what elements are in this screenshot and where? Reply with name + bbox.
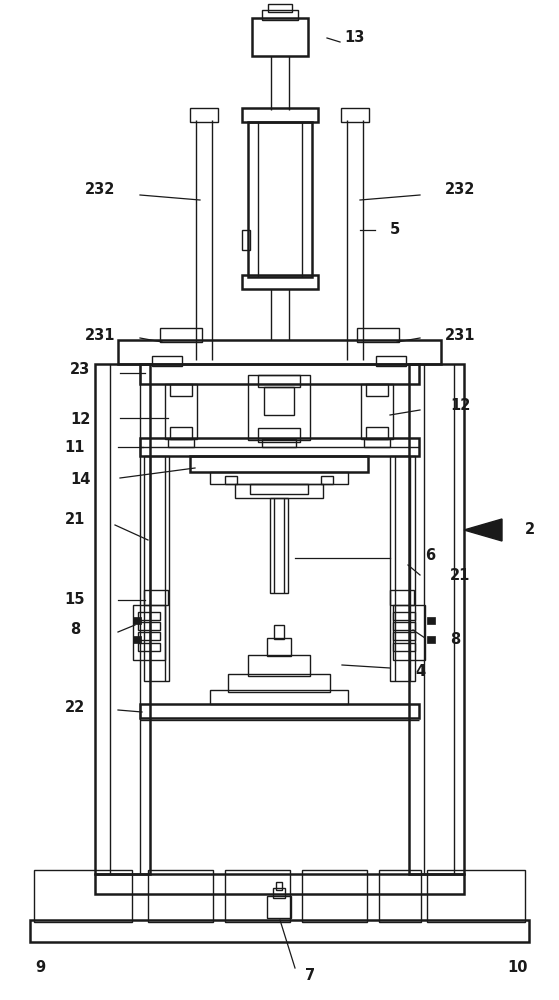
Bar (341, 108, 369, 122)
Text: 13: 13 (345, 30, 365, 45)
Bar (267, 638, 291, 656)
Text: 8: 8 (450, 633, 460, 648)
Text: 232: 232 (85, 182, 115, 198)
Bar (138, 612, 160, 620)
Bar (393, 643, 415, 651)
Bar (225, 870, 290, 922)
Polygon shape (464, 519, 502, 541)
Bar (170, 384, 192, 396)
Bar (95, 364, 150, 874)
Text: 15: 15 (65, 592, 86, 607)
Bar (144, 590, 168, 605)
Bar (366, 427, 388, 439)
Bar (242, 275, 318, 289)
Bar (274, 625, 284, 639)
Bar (357, 328, 399, 342)
Text: 12: 12 (70, 412, 90, 428)
Bar (118, 340, 441, 364)
Bar (148, 870, 213, 922)
Bar (170, 427, 192, 439)
Text: 5: 5 (390, 223, 400, 237)
Bar (276, 882, 282, 890)
Text: 23: 23 (70, 362, 90, 377)
Bar (248, 375, 310, 440)
Bar (427, 870, 525, 922)
Bar (190, 108, 218, 122)
Bar (264, 387, 294, 415)
Bar (30, 920, 529, 942)
Bar (140, 364, 419, 384)
Bar (140, 704, 419, 718)
Bar (210, 690, 348, 704)
Bar (140, 438, 419, 456)
Bar (250, 484, 308, 494)
Bar (268, 4, 292, 12)
Bar (376, 356, 406, 366)
Text: 22: 22 (65, 700, 85, 716)
Text: 11: 11 (65, 440, 86, 454)
Bar (235, 484, 323, 498)
Bar (258, 375, 300, 387)
Text: 4: 4 (415, 664, 425, 680)
Bar (95, 874, 464, 894)
Text: 14: 14 (70, 473, 90, 488)
Text: 9: 9 (35, 960, 45, 976)
Text: 231: 231 (445, 328, 475, 342)
Bar (34, 870, 132, 922)
Bar (138, 622, 160, 630)
Text: 6: 6 (425, 548, 435, 562)
Bar (210, 472, 348, 484)
Bar (133, 617, 141, 624)
Bar (152, 356, 182, 366)
Bar (228, 674, 330, 692)
Bar (242, 108, 318, 122)
Bar (133, 636, 141, 643)
Bar (262, 439, 296, 447)
Bar (138, 643, 160, 651)
Bar (321, 476, 333, 484)
Bar (393, 622, 415, 630)
Bar (258, 428, 300, 442)
Bar (366, 384, 388, 396)
Text: 10: 10 (508, 960, 528, 976)
Bar (160, 328, 202, 342)
Bar (379, 870, 421, 922)
Bar (138, 632, 160, 640)
Bar (168, 439, 194, 447)
Bar (390, 456, 415, 681)
Text: 232: 232 (445, 182, 475, 198)
Bar (393, 605, 425, 660)
Bar (262, 10, 298, 20)
Bar (242, 230, 250, 250)
Bar (273, 888, 285, 898)
Bar (267, 896, 291, 918)
Bar (302, 870, 367, 922)
Bar (225, 476, 237, 484)
Bar (390, 590, 414, 605)
Bar (364, 439, 390, 447)
Bar (190, 456, 368, 472)
Text: 12: 12 (450, 397, 470, 412)
Text: 7: 7 (305, 968, 315, 982)
Bar (133, 605, 165, 660)
Text: 21: 21 (450, 568, 470, 582)
Text: 8: 8 (70, 622, 80, 638)
Bar (248, 122, 312, 277)
Bar (393, 632, 415, 640)
Text: 231: 231 (85, 328, 115, 342)
Text: 2: 2 (525, 522, 535, 538)
Text: 21: 21 (65, 512, 85, 528)
Bar (270, 498, 288, 593)
Bar (361, 384, 393, 439)
Bar (393, 612, 415, 620)
Bar (144, 456, 169, 681)
Bar (427, 617, 435, 624)
Bar (252, 18, 308, 56)
Bar (409, 364, 464, 874)
Bar (165, 384, 197, 439)
Bar (427, 636, 435, 643)
Bar (248, 655, 310, 676)
